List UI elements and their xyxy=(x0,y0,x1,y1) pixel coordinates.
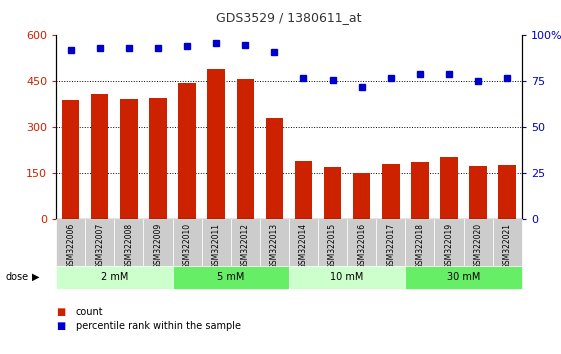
Text: percentile rank within the sample: percentile rank within the sample xyxy=(76,321,241,331)
Text: GSM322008: GSM322008 xyxy=(125,223,134,269)
Text: ▶: ▶ xyxy=(32,272,39,282)
Bar xyxy=(208,69,225,219)
Text: GSM322009: GSM322009 xyxy=(154,223,163,269)
FancyBboxPatch shape xyxy=(463,219,493,266)
Text: 5 mM: 5 mM xyxy=(217,272,245,282)
Text: 30 mM: 30 mM xyxy=(447,272,480,282)
Bar xyxy=(324,167,341,219)
FancyBboxPatch shape xyxy=(405,219,434,266)
Text: GSM322006: GSM322006 xyxy=(66,223,75,269)
FancyBboxPatch shape xyxy=(173,266,289,289)
Text: GSM322018: GSM322018 xyxy=(415,223,424,269)
Text: GSM322016: GSM322016 xyxy=(357,223,366,269)
Text: GSM322020: GSM322020 xyxy=(473,223,482,269)
FancyBboxPatch shape xyxy=(434,219,463,266)
FancyBboxPatch shape xyxy=(376,219,405,266)
Text: GSM322012: GSM322012 xyxy=(241,223,250,269)
FancyBboxPatch shape xyxy=(173,219,201,266)
Bar xyxy=(440,156,458,219)
FancyBboxPatch shape xyxy=(405,266,522,289)
Text: 2 mM: 2 mM xyxy=(100,272,128,282)
Bar xyxy=(498,165,516,219)
FancyBboxPatch shape xyxy=(56,219,85,266)
Text: GSM322014: GSM322014 xyxy=(299,223,308,269)
Bar xyxy=(353,173,370,219)
Text: ■: ■ xyxy=(56,307,65,316)
Bar xyxy=(62,100,80,219)
Text: GSM322017: GSM322017 xyxy=(387,223,396,269)
Text: GSM322010: GSM322010 xyxy=(182,223,191,269)
Text: GSM322015: GSM322015 xyxy=(328,223,337,269)
FancyBboxPatch shape xyxy=(114,219,144,266)
FancyBboxPatch shape xyxy=(144,219,173,266)
Text: GSM322021: GSM322021 xyxy=(503,223,512,269)
Text: count: count xyxy=(76,307,103,316)
Text: ■: ■ xyxy=(56,321,65,331)
Bar xyxy=(149,98,167,219)
Text: GSM322007: GSM322007 xyxy=(95,223,104,269)
FancyBboxPatch shape xyxy=(289,219,318,266)
Bar xyxy=(411,162,429,219)
FancyBboxPatch shape xyxy=(318,219,347,266)
Text: GSM322011: GSM322011 xyxy=(211,223,220,269)
Text: dose: dose xyxy=(6,272,29,282)
FancyBboxPatch shape xyxy=(260,219,289,266)
FancyBboxPatch shape xyxy=(493,219,522,266)
FancyBboxPatch shape xyxy=(56,266,173,289)
Text: GSM322013: GSM322013 xyxy=(270,223,279,269)
Bar xyxy=(91,94,108,219)
FancyBboxPatch shape xyxy=(289,266,405,289)
Bar xyxy=(266,118,283,219)
Text: 10 mM: 10 mM xyxy=(330,272,364,282)
Bar xyxy=(120,99,137,219)
Bar xyxy=(178,83,196,219)
FancyBboxPatch shape xyxy=(347,219,376,266)
FancyBboxPatch shape xyxy=(231,219,260,266)
Bar xyxy=(295,161,312,219)
FancyBboxPatch shape xyxy=(85,219,114,266)
Text: GDS3529 / 1380611_at: GDS3529 / 1380611_at xyxy=(216,11,362,24)
Text: GSM322019: GSM322019 xyxy=(444,223,453,269)
Bar xyxy=(382,164,399,219)
FancyBboxPatch shape xyxy=(201,219,231,266)
Bar xyxy=(470,166,487,219)
Bar xyxy=(237,79,254,219)
